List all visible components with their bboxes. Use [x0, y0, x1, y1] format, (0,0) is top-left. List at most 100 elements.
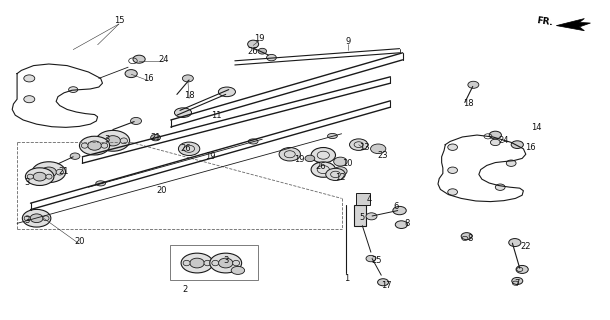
- Text: 20: 20: [156, 186, 167, 195]
- Ellipse shape: [181, 253, 213, 273]
- Ellipse shape: [125, 69, 137, 77]
- Ellipse shape: [79, 136, 110, 155]
- Polygon shape: [556, 19, 590, 31]
- Text: 20: 20: [74, 237, 85, 246]
- Polygon shape: [354, 205, 366, 226]
- Ellipse shape: [258, 48, 267, 54]
- Ellipse shape: [23, 209, 51, 227]
- Ellipse shape: [24, 75, 35, 82]
- Text: FR.: FR.: [536, 16, 554, 28]
- Ellipse shape: [393, 206, 406, 215]
- Ellipse shape: [24, 216, 31, 221]
- Ellipse shape: [98, 138, 106, 144]
- Ellipse shape: [468, 81, 479, 88]
- Text: 16: 16: [143, 74, 154, 83]
- Ellipse shape: [516, 266, 528, 273]
- Text: 3: 3: [25, 178, 30, 187]
- Ellipse shape: [32, 162, 66, 182]
- Ellipse shape: [24, 96, 35, 103]
- Text: 3: 3: [104, 135, 109, 144]
- Ellipse shape: [311, 162, 336, 177]
- Ellipse shape: [41, 167, 57, 177]
- Ellipse shape: [267, 54, 276, 61]
- Ellipse shape: [448, 167, 458, 173]
- Text: 1: 1: [344, 274, 349, 283]
- Ellipse shape: [366, 255, 376, 262]
- Ellipse shape: [218, 258, 233, 268]
- Bar: [170, 245, 258, 280]
- Text: 19: 19: [293, 156, 304, 164]
- Ellipse shape: [46, 174, 52, 179]
- Text: 14: 14: [531, 124, 542, 132]
- Ellipse shape: [366, 213, 377, 220]
- Ellipse shape: [96, 130, 129, 151]
- Ellipse shape: [56, 169, 63, 175]
- Ellipse shape: [178, 142, 200, 156]
- Text: 3: 3: [25, 216, 30, 225]
- Ellipse shape: [490, 139, 500, 146]
- Ellipse shape: [27, 174, 34, 179]
- Text: 17: 17: [381, 281, 392, 290]
- Ellipse shape: [218, 87, 235, 97]
- Ellipse shape: [70, 153, 80, 159]
- Text: 22: 22: [520, 242, 531, 251]
- Text: 10: 10: [342, 159, 353, 168]
- Text: 24: 24: [498, 136, 509, 145]
- Ellipse shape: [509, 239, 521, 246]
- Text: 19: 19: [254, 34, 265, 43]
- Text: 6: 6: [394, 202, 399, 211]
- Ellipse shape: [33, 172, 46, 181]
- Ellipse shape: [279, 148, 300, 161]
- Ellipse shape: [212, 260, 219, 266]
- Text: 21: 21: [150, 133, 161, 142]
- Ellipse shape: [96, 181, 106, 186]
- Text: 18: 18: [184, 92, 195, 100]
- Ellipse shape: [326, 168, 345, 180]
- Ellipse shape: [182, 75, 193, 82]
- Text: 26: 26: [248, 47, 259, 56]
- Ellipse shape: [34, 169, 41, 175]
- Ellipse shape: [511, 141, 523, 148]
- Ellipse shape: [37, 215, 46, 220]
- Text: 9: 9: [345, 37, 350, 46]
- Ellipse shape: [131, 117, 142, 124]
- Ellipse shape: [204, 260, 211, 266]
- Ellipse shape: [311, 148, 336, 163]
- Text: 4: 4: [367, 196, 371, 204]
- Ellipse shape: [26, 168, 54, 186]
- Ellipse shape: [461, 233, 472, 240]
- Ellipse shape: [43, 216, 49, 221]
- Ellipse shape: [248, 139, 258, 144]
- Text: 26: 26: [181, 144, 192, 153]
- Ellipse shape: [448, 144, 458, 150]
- Ellipse shape: [120, 138, 127, 144]
- Text: 23: 23: [378, 151, 389, 160]
- Ellipse shape: [81, 143, 88, 148]
- Ellipse shape: [350, 139, 368, 150]
- Text: 18: 18: [463, 100, 474, 108]
- Text: 8: 8: [467, 234, 472, 243]
- Text: 15: 15: [113, 16, 124, 25]
- Text: 25: 25: [371, 256, 382, 265]
- Ellipse shape: [248, 40, 259, 48]
- Text: 16: 16: [525, 143, 536, 152]
- Ellipse shape: [489, 131, 501, 139]
- Bar: [356, 193, 370, 205]
- Ellipse shape: [334, 157, 347, 166]
- Text: 24: 24: [158, 55, 169, 64]
- Text: 2: 2: [182, 285, 187, 294]
- Ellipse shape: [174, 108, 192, 117]
- Text: 3: 3: [223, 256, 228, 265]
- Text: 21: 21: [59, 167, 70, 176]
- Ellipse shape: [232, 260, 240, 266]
- Text: 26: 26: [315, 162, 326, 171]
- Text: 11: 11: [211, 111, 222, 120]
- Ellipse shape: [231, 266, 245, 274]
- Text: 12: 12: [335, 173, 346, 182]
- Ellipse shape: [378, 279, 389, 286]
- Ellipse shape: [133, 55, 145, 63]
- Ellipse shape: [328, 133, 337, 139]
- Ellipse shape: [190, 258, 204, 268]
- Ellipse shape: [105, 136, 120, 146]
- Ellipse shape: [210, 253, 242, 273]
